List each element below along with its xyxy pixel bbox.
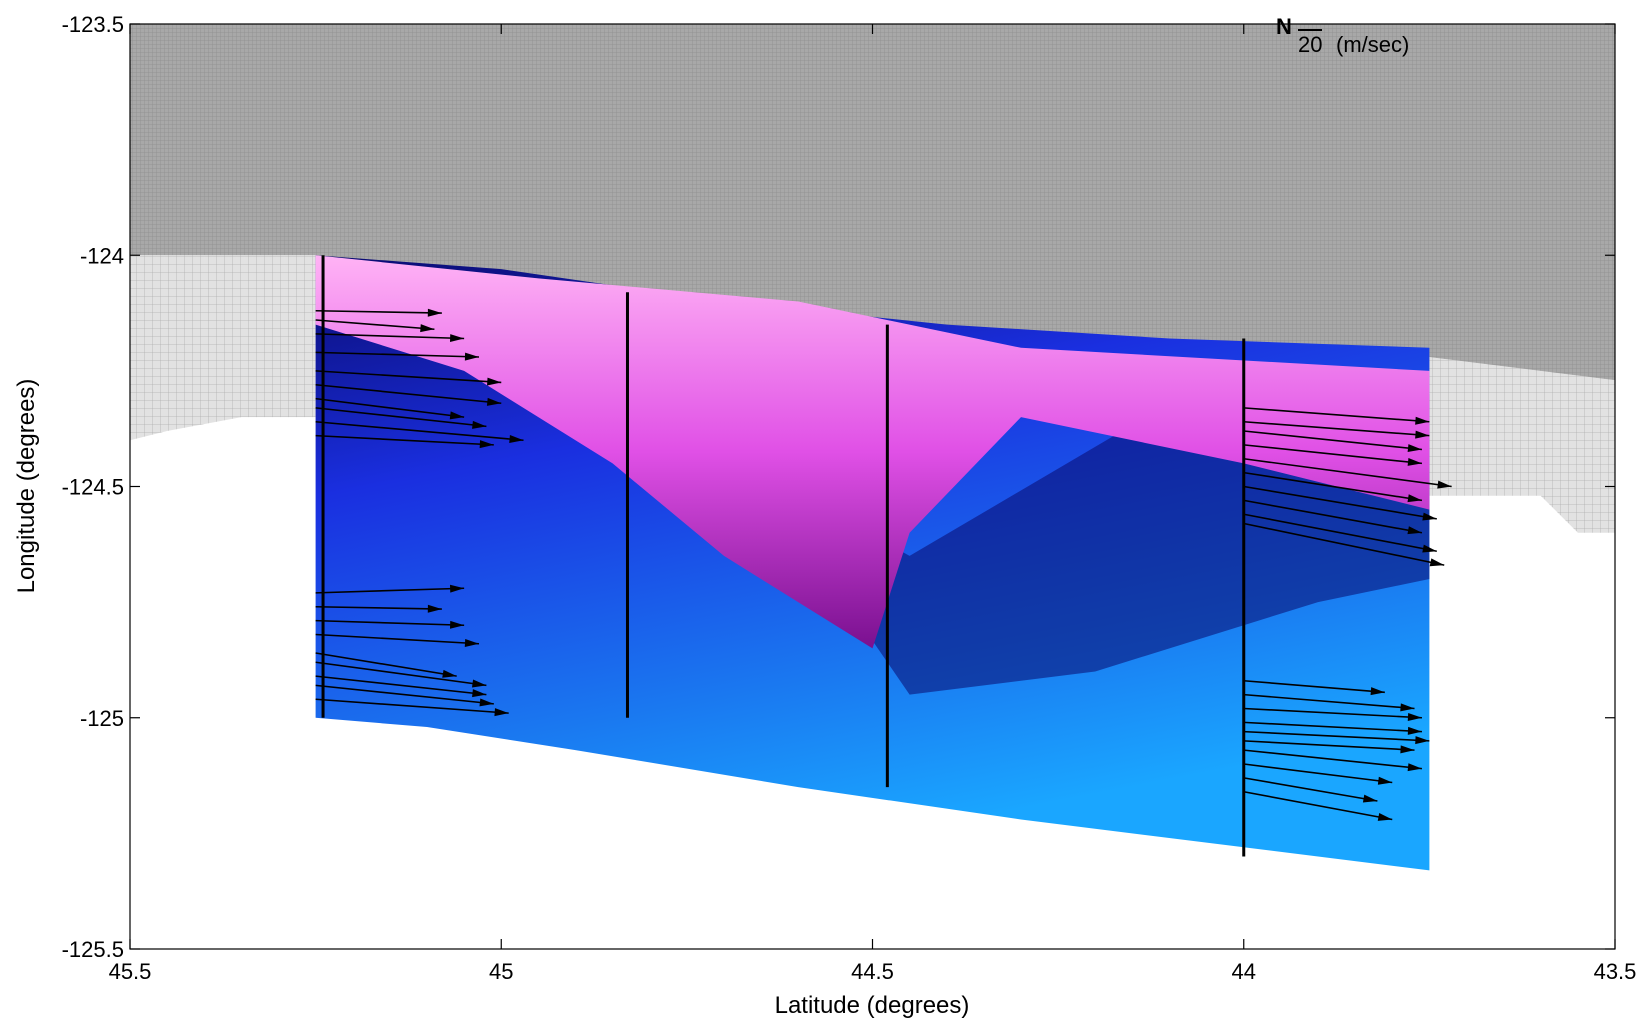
y-tick-label: -125.5 (62, 937, 124, 962)
x-tick-label: 43.5 (1594, 959, 1637, 984)
velocity-vector (315, 420, 524, 443)
velocity-vector (1243, 763, 1393, 785)
x-axis-title: Latitude (degrees) (775, 992, 970, 1019)
velocity-vector (315, 434, 494, 449)
y-tick-label: -124.5 (62, 475, 124, 500)
velocity-vector (1243, 444, 1423, 466)
velocity-vector (315, 684, 494, 707)
velocity-vector (1243, 730, 1430, 745)
velocity-vector (315, 633, 480, 647)
x-tick-label: 45 (489, 959, 513, 984)
velocity-vector (1243, 777, 1378, 803)
velocity-vector (315, 675, 487, 698)
legend-unit: (m/sec) (1336, 32, 1409, 57)
y-axis: -123.5 -124 -124.5 -125 -125.5 (62, 12, 1615, 962)
velocity-vector (315, 584, 465, 594)
velocity-vector (1243, 471, 1423, 503)
land-mask (130, 24, 1615, 381)
land-mask-shelf-north (130, 255, 316, 441)
high-value-region (315, 255, 1430, 649)
x-axis: 45.5 45 44.5 44 43.5 (109, 24, 1637, 984)
velocity-vector (315, 661, 487, 688)
velocity-vector (1243, 430, 1423, 453)
velocity-vector (1243, 420, 1430, 439)
y-axis-title: Longitude (degrees) (13, 379, 40, 594)
velocity-vector (315, 652, 457, 678)
velocity-vector (315, 308, 442, 317)
velocity-vector (315, 604, 442, 613)
velocity-vector (1243, 513, 1437, 553)
legend: N 20 (m/sec) (1276, 14, 1409, 57)
y-tick-label: -124 (80, 243, 124, 268)
velocity-vector (315, 397, 465, 420)
land-mask-shelf-south (1429, 357, 1615, 533)
velocity-vector (315, 333, 465, 343)
velocity-vector (1243, 693, 1415, 712)
velocity-vector (1243, 522, 1445, 567)
y-tick-label: -123.5 (62, 12, 124, 37)
velocity-vector (1243, 749, 1423, 772)
velocity-vector (1243, 707, 1422, 722)
velocity-vector (315, 351, 479, 361)
velocity-vector (1243, 679, 1385, 696)
velocity-vectors (315, 308, 1452, 821)
legend-reference-value: 20 (1298, 32, 1322, 57)
velocity-vector (315, 319, 435, 333)
legend-symbol: N (1276, 14, 1292, 39)
velocity-vector (1243, 499, 1423, 535)
velocity-vector (315, 619, 465, 629)
velocity-vector (1243, 485, 1437, 521)
x-tick-label: 45.5 (109, 959, 152, 984)
velocity-vector (1243, 721, 1422, 735)
velocity-vector (315, 383, 502, 406)
velocity-vector (315, 698, 509, 717)
velocity-vector (1243, 740, 1415, 754)
velocity-vector (1243, 407, 1430, 425)
x-tick-label: 44.5 (851, 959, 894, 984)
mooring-lines (321, 255, 1246, 857)
velocity-vector (315, 407, 487, 429)
velocity-vector (1243, 790, 1393, 821)
y-tick-label: -125 (80, 706, 124, 731)
x-tick-label: 44 (1232, 959, 1256, 984)
velocity-vector (315, 370, 502, 386)
velocity-vector (1243, 457, 1452, 489)
